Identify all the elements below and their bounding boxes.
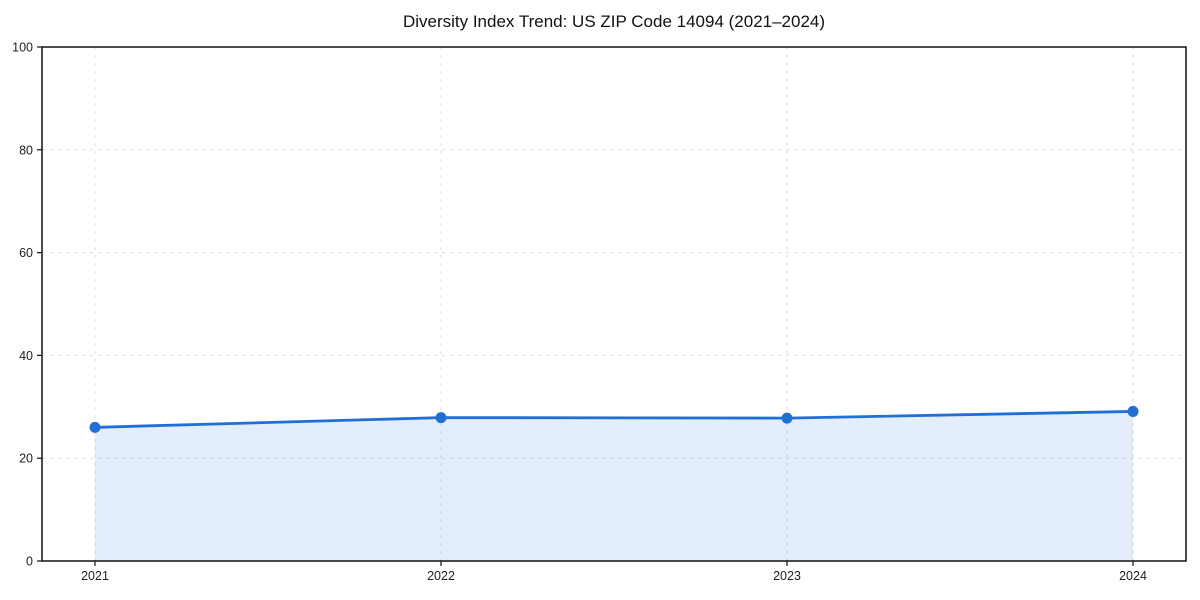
x-tick-label: 2024 — [1119, 569, 1147, 583]
y-tick-label: 40 — [19, 349, 33, 363]
trend-line — [93, 410, 1135, 429]
x-tick-label: 2023 — [773, 569, 801, 583]
area-fill — [95, 411, 1133, 561]
data-layer — [89, 405, 1139, 561]
y-tick-label: 100 — [12, 41, 33, 55]
y-tick-label: 20 — [19, 452, 33, 466]
data-point-marker — [435, 412, 447, 424]
axis-layer: 0 20 40 60 80 100 2021 2022 2023 2024 — [12, 41, 1187, 583]
x-tick-label: 2021 — [81, 569, 109, 583]
data-point-marker — [781, 412, 793, 424]
chart-title: Diversity Index Trend: US ZIP Code 14094… — [403, 12, 825, 31]
y-tick-label: 80 — [19, 143, 33, 157]
data-point-marker — [1127, 405, 1139, 417]
y-tick-label: 60 — [19, 246, 33, 260]
y-tick-label: 0 — [26, 555, 33, 569]
plot-border — [41, 46, 1187, 562]
x-tick-label: 2022 — [427, 569, 455, 583]
data-point-marker — [89, 421, 101, 433]
